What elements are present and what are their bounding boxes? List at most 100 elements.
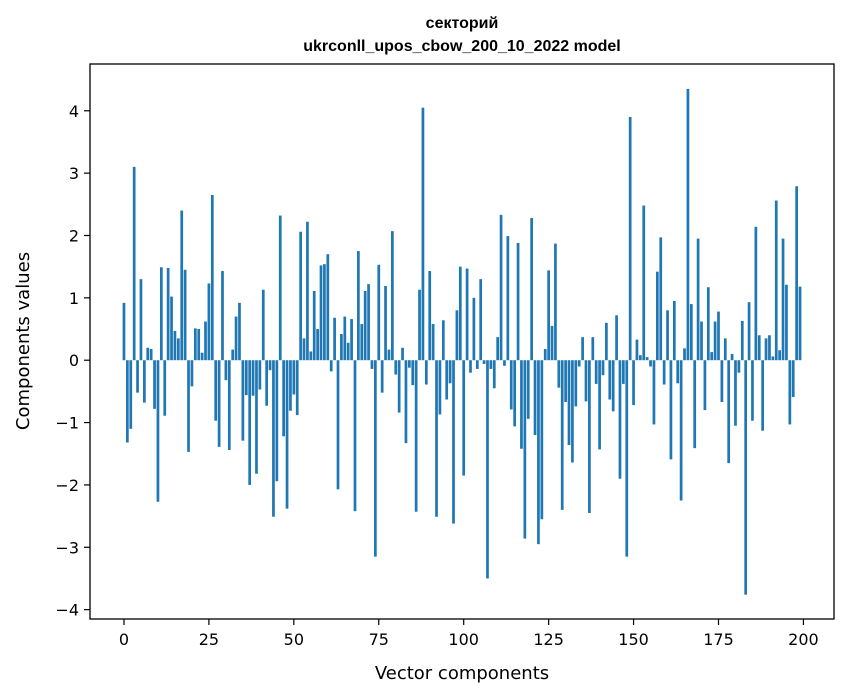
bar-130 xyxy=(564,360,567,402)
bar-67 xyxy=(350,319,353,361)
x-tick-label-125: 125 xyxy=(533,630,564,649)
bar-143 xyxy=(608,360,612,400)
bar-105 xyxy=(479,279,483,361)
bar-29 xyxy=(221,271,224,361)
bar-147 xyxy=(622,360,625,384)
bar-135 xyxy=(581,337,584,361)
bar-23 xyxy=(200,352,204,361)
bar-123 xyxy=(540,360,544,520)
bar-38 xyxy=(251,360,255,396)
bar-128 xyxy=(557,360,561,388)
bar-176 xyxy=(720,360,724,402)
bar-111 xyxy=(499,214,503,361)
bar-97 xyxy=(452,360,455,524)
bar-22 xyxy=(197,329,201,361)
bar-4 xyxy=(136,360,139,393)
bar-107 xyxy=(486,360,489,579)
bar-18 xyxy=(183,269,187,361)
bar-52 xyxy=(299,231,302,361)
bar-63 xyxy=(336,360,340,490)
bar-31 xyxy=(227,360,231,451)
bar-9 xyxy=(153,360,156,409)
bar-87 xyxy=(418,289,421,361)
bar-49 xyxy=(289,360,292,411)
bar-152 xyxy=(639,355,642,361)
x-tick-label-200: 200 xyxy=(788,630,819,649)
bar-156 xyxy=(652,360,656,425)
bar-90 xyxy=(428,271,432,361)
bar-60 xyxy=(326,254,330,361)
bar-136 xyxy=(584,360,588,402)
bar-132 xyxy=(571,360,574,463)
bar-86 xyxy=(414,360,418,512)
bar-94 xyxy=(441,320,445,361)
y-axis-ticks: −4 −3 −2 −1 0 1 2 3 4 xyxy=(55,102,90,620)
bar-88 xyxy=(421,107,425,361)
bar-41 xyxy=(261,289,265,361)
bar-93 xyxy=(438,360,442,415)
bar-150 xyxy=(632,360,635,406)
bar-110 xyxy=(496,337,500,361)
bar-171 xyxy=(703,360,707,411)
bar-133 xyxy=(574,360,578,407)
bar-74 xyxy=(374,360,377,557)
x-tick-label-100: 100 xyxy=(448,630,479,649)
bar-35 xyxy=(241,360,245,441)
bar-193 xyxy=(778,350,781,361)
bar-169 xyxy=(696,238,700,361)
bar-79 xyxy=(391,231,394,361)
bar-144 xyxy=(611,360,615,412)
bar-13 xyxy=(166,267,170,361)
bar-30 xyxy=(224,360,228,381)
y-tick-label--2: −2 xyxy=(55,476,79,495)
bar-125 xyxy=(547,270,550,361)
bar-129 xyxy=(560,360,564,510)
bar-158 xyxy=(659,237,663,361)
bar-51 xyxy=(295,360,299,416)
bar-121 xyxy=(533,360,537,436)
y-tick-label--3: −3 xyxy=(55,538,79,557)
bar-134 xyxy=(577,360,581,367)
bar-157 xyxy=(655,271,659,361)
bar-0 xyxy=(122,302,126,361)
bar-138 xyxy=(591,337,595,361)
bar-109 xyxy=(492,360,496,389)
bar-96 xyxy=(448,360,452,384)
bar-159 xyxy=(662,360,666,385)
bar-59 xyxy=(323,264,326,361)
bar-80 xyxy=(394,360,398,375)
bar-174 xyxy=(713,321,717,361)
bar-168 xyxy=(693,360,697,449)
bar-101 xyxy=(465,268,469,361)
bar-173 xyxy=(710,352,714,361)
bar-198 xyxy=(795,186,798,361)
bar-55 xyxy=(309,351,313,361)
bar-181 xyxy=(737,360,741,373)
bar-119 xyxy=(526,360,530,419)
bar-32 xyxy=(231,349,235,361)
bar-27 xyxy=(214,360,218,421)
bar-151 xyxy=(635,339,639,361)
bar-19 xyxy=(187,360,190,452)
bar-61 xyxy=(329,360,333,372)
bar-140 xyxy=(598,360,601,450)
bar-197 xyxy=(791,360,795,397)
bar-92 xyxy=(435,360,438,517)
bar-155 xyxy=(649,360,652,367)
bar-104 xyxy=(475,360,479,369)
bar-2 xyxy=(129,360,133,429)
bar-76 xyxy=(380,360,384,393)
bar-69 xyxy=(357,251,360,361)
bar-115 xyxy=(513,360,517,427)
bar-120 xyxy=(530,218,533,361)
bar-126 xyxy=(550,325,554,361)
bar-164 xyxy=(679,360,683,501)
x-tick-label-150: 150 xyxy=(618,630,649,649)
bar-33 xyxy=(234,316,238,361)
bar-34 xyxy=(238,302,241,361)
y-tick-label-4: 4 xyxy=(69,102,79,121)
y-tick-label--1: −1 xyxy=(55,414,79,433)
bar-39 xyxy=(255,360,258,474)
chart-title-line1: секторий xyxy=(426,15,499,32)
